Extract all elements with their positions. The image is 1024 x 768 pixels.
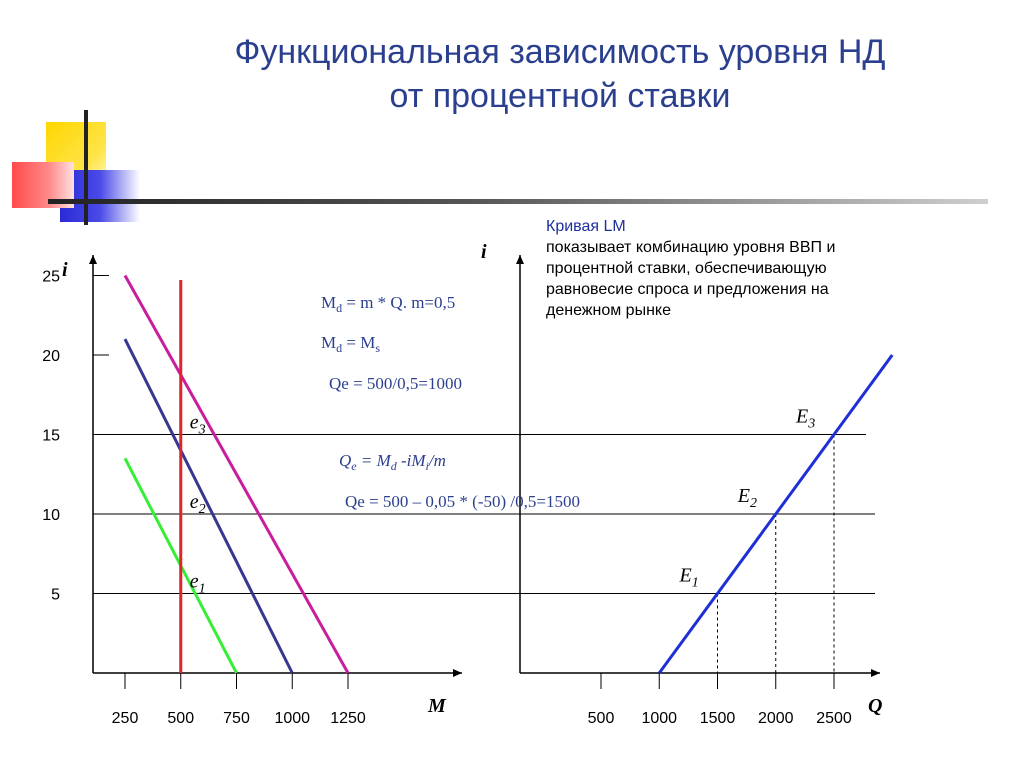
right-x-tick-label: 2000 xyxy=(758,710,794,727)
left-x-axis-title: M xyxy=(427,695,447,717)
lm-curve-chart: 500 1000 1500 2000 2500 E1 E2 E3 xyxy=(516,255,894,727)
left-y-tick-label: 25 xyxy=(42,269,60,286)
right-x-axis-arrow xyxy=(871,669,880,677)
lm-curve-line xyxy=(658,354,894,674)
title-line-2: от процентной ставки xyxy=(389,77,731,115)
left-y-tick-label: 5 xyxy=(51,587,60,604)
left-y-axis-title: i xyxy=(62,259,68,281)
left-y-tick-label: 15 xyxy=(42,428,60,445)
money-demand-line xyxy=(123,274,350,674)
formula-qe-general: Qe = Md -iMi/m xyxy=(339,451,446,473)
right-x-tick-label: 500 xyxy=(588,710,615,727)
lm-note-heading: Кривая LM xyxy=(546,218,626,235)
money-demand-line xyxy=(123,338,294,674)
formula-md-mq: Md = m * Q. m=0,5 xyxy=(321,293,455,315)
lm-point-label: E1 xyxy=(679,565,699,591)
left-x-tick-label: 500 xyxy=(167,710,194,727)
left-x-axis-arrow xyxy=(453,669,462,677)
right-x-tick-label: 1500 xyxy=(700,710,736,727)
formulas: Md = m * Q. m=0,5 Md = Ms Qe = 500/0,5=1… xyxy=(321,293,580,511)
formula-qe-1000: Qe = 500/0,5=1000 xyxy=(329,374,462,393)
left-x-tick-label: 750 xyxy=(223,710,250,727)
right-x-tick-label: 1000 xyxy=(641,710,677,727)
right-x-axis-title: Q xyxy=(868,695,882,717)
right-y-axis-arrow xyxy=(516,255,524,264)
lm-note: Кривая LM показывает комбинацию уровня В… xyxy=(546,216,896,321)
formula-md-ms: Md = Ms xyxy=(321,333,380,355)
right-x-tick-label: 2500 xyxy=(816,710,852,727)
decor-horizontal-rule xyxy=(48,199,988,204)
left-y-tick-label: 20 xyxy=(42,348,60,365)
formula-qe-1500: Qe = 500 – 0,05 * (-50) /0,5=1500 xyxy=(345,492,580,511)
lm-point-label: E3 xyxy=(795,406,815,432)
left-x-tick-label: 1000 xyxy=(274,710,310,727)
title-line-1: Функциональная зависимость уровня НД xyxy=(234,33,886,71)
left-y-tick-label: 10 xyxy=(42,507,60,524)
left-x-tick-label: 1250 xyxy=(330,710,366,727)
lm-note-body: показывает комбинацию уровня ВВП и проце… xyxy=(546,239,836,319)
equilibrium-label: e1 xyxy=(190,571,206,597)
lm-point-label: E2 xyxy=(737,485,757,511)
slide-title: Функциональная зависимость уровня НД от … xyxy=(150,30,970,118)
decor-vertical-bar xyxy=(84,110,88,225)
left-x-tick-label: 250 xyxy=(112,710,139,727)
left-y-axis-arrow xyxy=(89,255,97,264)
right-y-axis-title: i xyxy=(481,241,487,263)
